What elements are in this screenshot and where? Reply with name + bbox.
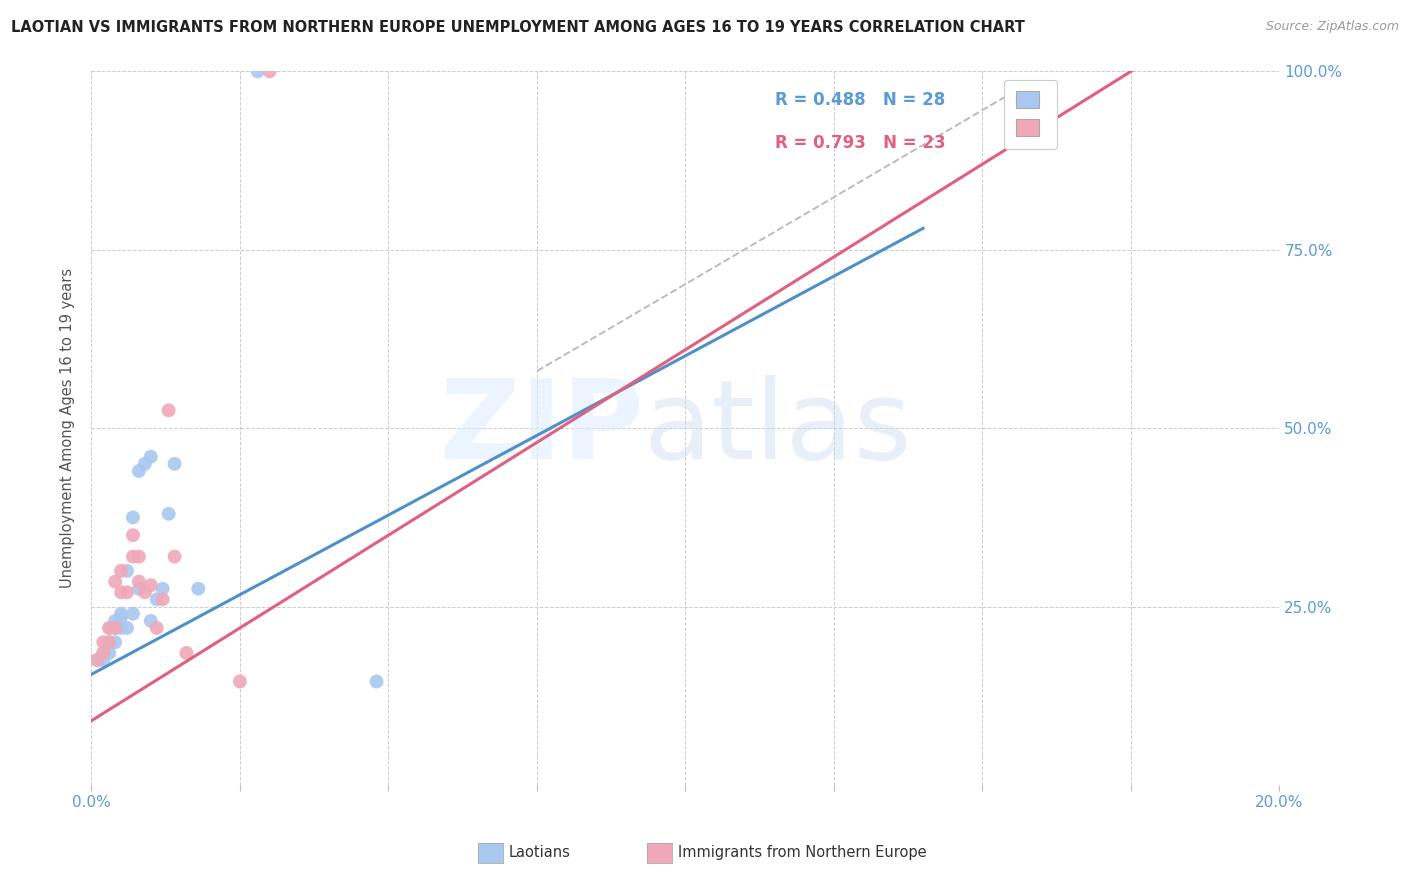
Point: [104, 635, 127, 649]
Point: [115, 621, 138, 635]
Point: [104, 621, 127, 635]
Point: [98, 621, 121, 635]
Point: [259, 64, 281, 78]
Point: [122, 607, 145, 621]
Text: R = 0.793   N = 23: R = 0.793 N = 23: [775, 134, 945, 153]
Point: [122, 528, 145, 542]
Point: [163, 457, 186, 471]
Point: [139, 614, 162, 628]
Point: [128, 574, 150, 589]
Point: [145, 621, 167, 635]
Point: [98, 635, 121, 649]
Text: Laotians: Laotians: [509, 846, 571, 860]
Point: [91, 646, 114, 660]
Point: [139, 578, 162, 592]
Point: [110, 564, 132, 578]
Point: [110, 621, 132, 635]
Point: [91, 646, 114, 660]
Point: [110, 610, 132, 624]
Point: [98, 646, 121, 660]
Text: LAOTIAN VS IMMIGRANTS FROM NORTHERN EUROPE UNEMPLOYMENT AMONG AGES 16 TO 19 YEAR: LAOTIAN VS IMMIGRANTS FROM NORTHERN EURO…: [11, 20, 1025, 35]
Point: [187, 582, 209, 596]
Point: [110, 607, 132, 621]
Legend: , : ,: [1004, 79, 1057, 149]
Y-axis label: Unemployment Among Ages 16 to 19 years: Unemployment Among Ages 16 to 19 years: [60, 268, 76, 588]
Point: [122, 510, 145, 524]
Point: [98, 635, 121, 649]
Point: [98, 621, 121, 635]
Point: [366, 674, 388, 689]
Point: [110, 585, 132, 599]
Point: [91, 653, 114, 667]
Point: [246, 64, 269, 78]
Point: [115, 564, 138, 578]
Point: [104, 574, 127, 589]
Point: [152, 592, 174, 607]
Point: [128, 582, 150, 596]
Point: [145, 592, 167, 607]
Point: [152, 582, 174, 596]
Point: [134, 457, 156, 471]
Point: [104, 621, 127, 635]
Text: Immigrants from Northern Europe: Immigrants from Northern Europe: [678, 846, 927, 860]
Point: [157, 507, 180, 521]
Point: [115, 585, 138, 599]
Point: [91, 635, 114, 649]
Text: R = 0.488   N = 28: R = 0.488 N = 28: [775, 91, 945, 109]
Point: [139, 450, 162, 464]
Point: [104, 614, 127, 628]
Point: [86, 653, 108, 667]
Point: [122, 549, 145, 564]
Point: [176, 646, 198, 660]
Point: [163, 549, 186, 564]
Point: [86, 653, 108, 667]
Text: atlas: atlas: [644, 375, 912, 482]
Point: [128, 549, 150, 564]
Text: ZIP: ZIP: [440, 375, 644, 482]
Point: [157, 403, 180, 417]
Point: [229, 674, 252, 689]
Point: [128, 464, 150, 478]
Text: Source: ZipAtlas.com: Source: ZipAtlas.com: [1265, 20, 1399, 33]
Point: [134, 585, 156, 599]
